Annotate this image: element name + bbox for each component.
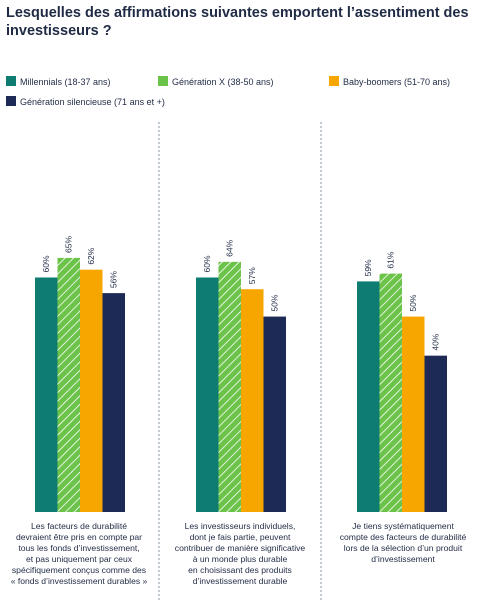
category-caption-1: Les facteurs de durabilité devraient êtr… xyxy=(4,521,154,587)
chart-title: Lesquelles des affirmations suivantes em… xyxy=(6,5,469,39)
bar-silent-cat1 xyxy=(102,293,125,512)
caption-line: et pas uniquement par ceux xyxy=(25,554,133,564)
bar-genx-cat1 xyxy=(57,257,80,512)
caption-line: « fonds d’investissement durables » xyxy=(10,576,148,586)
caption-line: spécifiquement conçus comme des xyxy=(11,565,147,575)
legend-swatch-genx xyxy=(158,76,168,86)
bar-millennials-cat1 xyxy=(35,277,58,512)
legend-swatch-boomers xyxy=(329,76,339,86)
bar-boomers-cat2 xyxy=(241,289,264,512)
caption-line: Les facteurs de durabilité xyxy=(30,521,128,531)
legend-label-millennials: Millennials (18-37 ans) xyxy=(20,77,111,87)
legend-label-genx: Génération X (38-50 ans) xyxy=(172,77,274,87)
bar-millennials-cat3 xyxy=(357,281,380,512)
caption-line: Les investisseurs individuels, xyxy=(184,521,296,531)
legend-item-genx: Génération X (38-50 ans) xyxy=(158,76,274,87)
data-label-silent-cat1: 56% xyxy=(109,271,119,288)
bar-genx-cat3 xyxy=(379,273,402,512)
caption-line: tous les fonds d’investissement, xyxy=(18,543,140,553)
data-label-genx-cat2: 64% xyxy=(225,239,235,256)
legend-label-silent: Génération silencieuse (71 ans et +) xyxy=(20,97,165,107)
category-caption-2: Les investisseurs individuels, dont je f… xyxy=(165,521,315,587)
data-label-boomers-cat2: 57% xyxy=(247,267,257,284)
legend-item-boomers: Baby-boomers (51-70 ans) xyxy=(329,76,450,87)
bar-millennials-cat2 xyxy=(196,277,219,512)
data-label-genx-cat1: 65% xyxy=(64,235,74,252)
bar-silent-cat3 xyxy=(424,355,447,512)
data-label-boomers-cat3: 50% xyxy=(408,294,418,311)
bar-genx-cat2 xyxy=(218,261,241,512)
legend-item-silent: Génération silencieuse (71 ans et +) xyxy=(6,96,165,107)
legend-swatch-silent xyxy=(6,96,16,106)
category-caption-3: Je tiens systématiquement compte des fac… xyxy=(328,521,478,565)
legend-swatch-millennials xyxy=(6,76,16,86)
bar-boomers-cat3 xyxy=(402,316,425,512)
caption-line: dont je fais partie, peuvent xyxy=(189,532,291,542)
legend-item-millennials: Millennials (18-37 ans) xyxy=(6,76,111,87)
bar-boomers-cat1 xyxy=(80,269,103,512)
data-label-millennials-cat1: 60% xyxy=(41,255,51,272)
legend-label-boomers: Baby-boomers (51-70 ans) xyxy=(343,77,451,87)
caption-line: d’investissement xyxy=(371,554,435,564)
data-label-millennials-cat2: 60% xyxy=(202,255,212,272)
caption-line: lors de la sélection d’un produit xyxy=(343,543,463,553)
caption-line: d’investissement durable xyxy=(192,576,288,586)
data-label-silent-cat2: 50% xyxy=(270,294,280,311)
data-label-silent-cat3: 40% xyxy=(431,333,441,350)
caption-line: contribuer de manière significative xyxy=(174,543,306,553)
caption-line: à un monde plus durable xyxy=(192,554,288,564)
data-label-millennials-cat3: 59% xyxy=(363,259,373,276)
caption-line: Je tiens systématiquement xyxy=(352,521,454,531)
bars-group: 60% 65% 62% 56% 60% 64% 57% 50% 59% 61% 50% 40% xyxy=(35,235,447,512)
caption-line: compte des facteurs de durabilité xyxy=(339,532,467,542)
data-label-boomers-cat1: 62% xyxy=(86,247,96,264)
caption-line: en choisissant des produits xyxy=(188,565,292,575)
caption-line: devraient être pris en compte par xyxy=(15,532,143,542)
bar-silent-cat2 xyxy=(263,316,286,512)
data-label-genx-cat3: 61% xyxy=(386,251,396,268)
